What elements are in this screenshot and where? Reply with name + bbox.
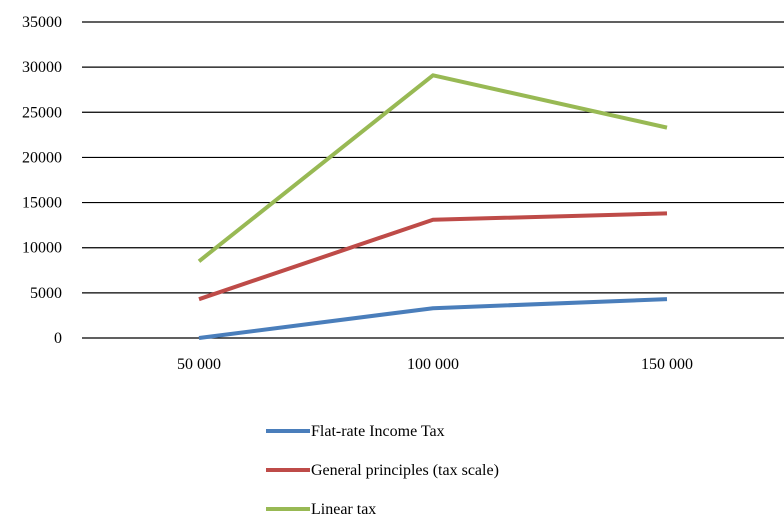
- y-tick-label: 15000: [22, 195, 62, 212]
- y-tick-label: 10000: [22, 240, 62, 257]
- series-line: [198, 297, 668, 340]
- legend-label: Flat-rate Income Tax: [311, 423, 445, 440]
- y-tick-label: 30000: [22, 59, 62, 76]
- x-tick-label: 50 000: [177, 356, 221, 373]
- y-tick-label: 35000: [22, 14, 62, 31]
- legend: Flat-rate Income Tax General principles (…: [266, 423, 499, 518]
- y-tick-label: 20000: [22, 149, 62, 166]
- series-line: [197, 73, 668, 263]
- legend-label: General principles (tax scale): [311, 462, 499, 479]
- series-line: [198, 211, 668, 302]
- y-axis-ticks: 0 5000 10000 15000 20000 25000 30000 35000: [22, 14, 62, 347]
- x-axis-ticks: 50 000 100 000 150 000: [177, 356, 693, 373]
- gridlines: [82, 21, 784, 339]
- x-tick-label: 150 000: [641, 356, 693, 373]
- x-tick-label: 100 000: [407, 356, 459, 373]
- y-tick-label: 5000: [30, 285, 62, 302]
- y-tick-label: 0: [54, 330, 62, 347]
- y-tick-label: 25000: [22, 104, 62, 121]
- series-lines: [197, 73, 668, 340]
- legend-label: Linear tax: [311, 501, 376, 518]
